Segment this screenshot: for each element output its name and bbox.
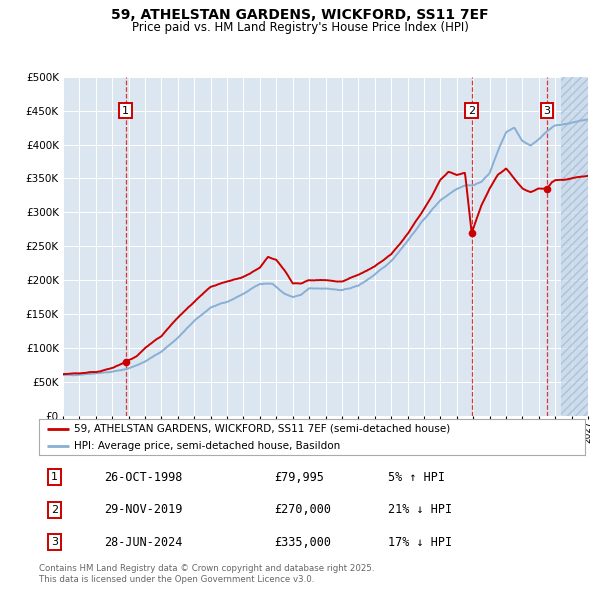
Text: This data is licensed under the Open Government Licence v3.0.: This data is licensed under the Open Gov… xyxy=(39,575,314,584)
Text: 5% ↑ HPI: 5% ↑ HPI xyxy=(388,471,445,484)
Bar xyxy=(560,77,588,416)
Text: 28-JUN-2024: 28-JUN-2024 xyxy=(104,536,183,549)
Text: £79,995: £79,995 xyxy=(274,471,323,484)
Text: 1: 1 xyxy=(51,472,58,482)
Text: £270,000: £270,000 xyxy=(274,503,331,516)
Text: HPI: Average price, semi-detached house, Basildon: HPI: Average price, semi-detached house,… xyxy=(74,441,341,451)
Text: 2: 2 xyxy=(468,106,475,116)
Text: 59, ATHELSTAN GARDENS, WICKFORD, SS11 7EF: 59, ATHELSTAN GARDENS, WICKFORD, SS11 7E… xyxy=(111,8,489,22)
Text: 21% ↓ HPI: 21% ↓ HPI xyxy=(388,503,452,516)
Text: Contains HM Land Registry data © Crown copyright and database right 2025.: Contains HM Land Registry data © Crown c… xyxy=(39,564,374,573)
Text: 1: 1 xyxy=(122,106,129,116)
Text: 3: 3 xyxy=(51,537,58,548)
Text: 59, ATHELSTAN GARDENS, WICKFORD, SS11 7EF (semi-detached house): 59, ATHELSTAN GARDENS, WICKFORD, SS11 7E… xyxy=(74,424,451,434)
Text: 29-NOV-2019: 29-NOV-2019 xyxy=(104,503,183,516)
Text: 3: 3 xyxy=(544,106,550,116)
Text: £335,000: £335,000 xyxy=(274,536,331,549)
Text: 2: 2 xyxy=(51,505,58,514)
Text: 26-OCT-1998: 26-OCT-1998 xyxy=(104,471,183,484)
Text: Price paid vs. HM Land Registry's House Price Index (HPI): Price paid vs. HM Land Registry's House … xyxy=(131,21,469,34)
Text: 17% ↓ HPI: 17% ↓ HPI xyxy=(388,536,452,549)
